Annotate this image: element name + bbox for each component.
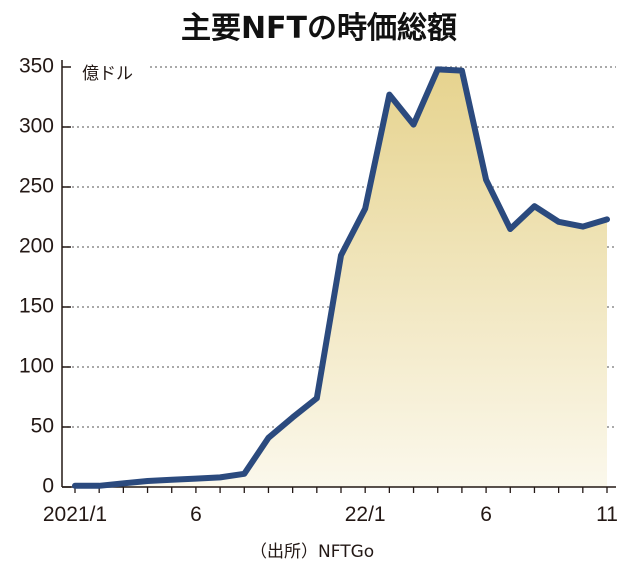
y-tick-label-250: 250 (19, 175, 54, 198)
data-point-13 (386, 92, 392, 98)
data-point-4 (169, 477, 175, 483)
data-point-22 (604, 216, 610, 222)
data-point-14 (411, 122, 417, 128)
data-point-8 (265, 435, 271, 441)
x-tick-label-22: 11 (596, 503, 618, 526)
data-point-11 (338, 252, 344, 258)
y-tick-label-200: 200 (19, 235, 54, 258)
data-point-21 (580, 224, 586, 230)
x-tick-label-12: 22/1 (345, 503, 386, 526)
line-layer (72, 66, 610, 489)
data-point-20 (556, 219, 562, 225)
data-point-1 (96, 483, 102, 489)
data-point-0 (72, 483, 78, 489)
data-point-2 (120, 480, 126, 486)
y-tick-label-50: 50 (31, 415, 54, 438)
y-tick-label-100: 100 (19, 355, 54, 378)
axes-layer: 0 50 100 150 200 250 300 350 2021/1 6 22/1 6 11 (19, 55, 618, 526)
source-note: （出所）NFTGo (250, 542, 374, 562)
data-point-9 (290, 414, 296, 420)
data-point-15 (435, 66, 441, 72)
area-layer (75, 69, 607, 488)
x-tick-label-17: 6 (480, 503, 492, 526)
chart-title: 主要NFTの時価総額 (181, 11, 457, 46)
data-point-18 (507, 226, 513, 232)
data-point-16 (459, 68, 465, 74)
area-fill (75, 69, 607, 488)
x-tick-label-5: 6 (190, 503, 202, 526)
y-tick-label-0: 0 (42, 475, 54, 498)
y-tick-label-300: 300 (19, 115, 54, 138)
y-tick-label-150: 150 (19, 295, 54, 318)
data-point-12 (362, 206, 368, 212)
data-point-17 (483, 177, 489, 183)
x-tick-label-0: 2021/1 (43, 503, 107, 526)
data-point-10 (314, 395, 320, 401)
data-point-7 (241, 471, 247, 477)
y-unit-label: 億ドル (82, 64, 133, 84)
data-point-6 (217, 474, 223, 480)
y-tick-label-350: 350 (19, 55, 54, 78)
data-point-3 (145, 478, 151, 484)
data-point-19 (531, 203, 537, 209)
data-point-5 (193, 476, 199, 482)
